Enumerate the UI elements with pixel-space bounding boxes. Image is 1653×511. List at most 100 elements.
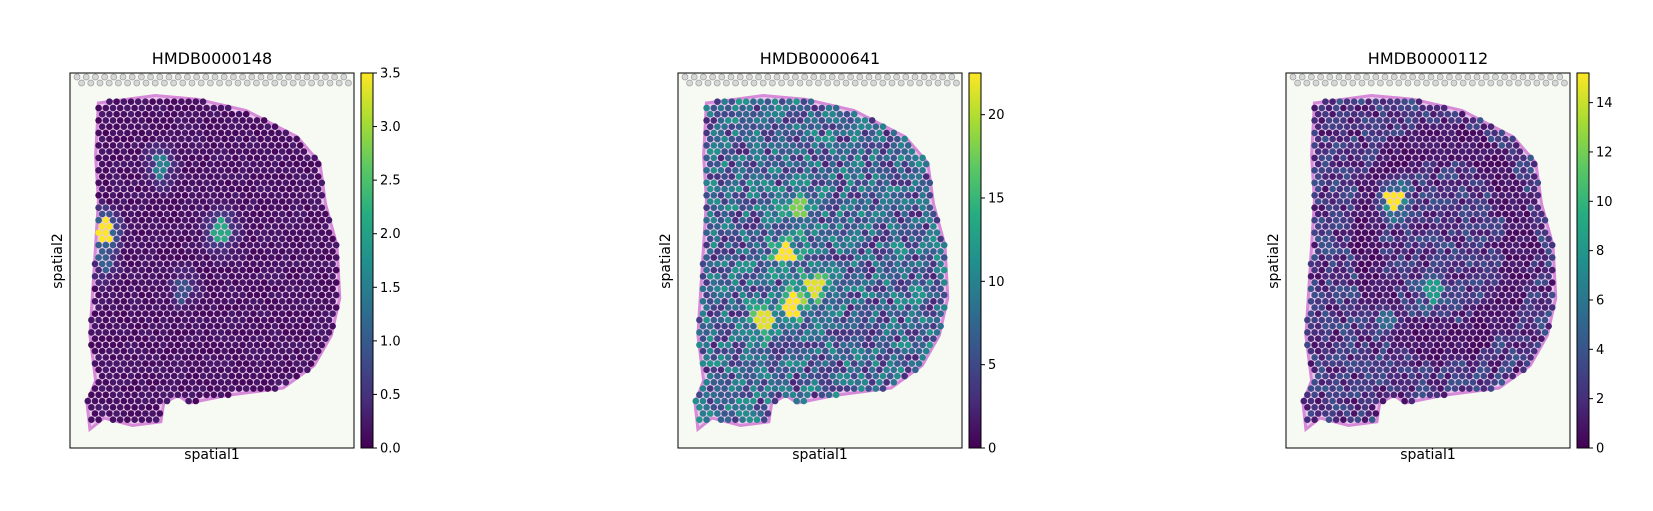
fiducial-spot <box>1455 73 1462 81</box>
spot <box>286 210 293 218</box>
fiducial-spot <box>1363 73 1370 81</box>
spot <box>250 185 257 193</box>
spot <box>904 316 912 324</box>
spot <box>246 117 254 124</box>
spot <box>221 148 228 155</box>
spot <box>1390 204 1398 211</box>
spot <box>253 192 261 199</box>
spot <box>268 354 275 361</box>
spot <box>922 260 930 268</box>
spot <box>782 379 790 386</box>
spot <box>890 266 898 274</box>
spot <box>1401 385 1408 392</box>
spot <box>912 241 919 249</box>
spot <box>1394 198 1401 205</box>
spot <box>95 304 102 311</box>
spot <box>1329 372 1336 380</box>
spot <box>98 273 106 280</box>
spot <box>1462 316 1470 324</box>
spot <box>703 329 710 336</box>
spot <box>807 148 815 155</box>
spot <box>1329 322 1336 330</box>
spot <box>710 329 718 336</box>
spot <box>1448 167 1455 174</box>
spot <box>1322 110 1329 118</box>
spot <box>786 335 793 343</box>
spot <box>163 310 171 318</box>
spot <box>167 354 174 361</box>
spot <box>796 329 804 336</box>
spot <box>1451 360 1459 367</box>
spot <box>1473 135 1480 143</box>
spot <box>188 254 196 261</box>
spot <box>170 260 178 268</box>
spot <box>1430 235 1437 243</box>
spot <box>735 160 743 168</box>
spot <box>1458 160 1466 168</box>
spot <box>696 329 703 336</box>
spot <box>1376 117 1383 124</box>
spot <box>919 329 926 336</box>
spot <box>1462 179 1470 187</box>
spot <box>717 304 725 311</box>
spot <box>1368 341 1376 349</box>
spot <box>210 266 218 274</box>
spot <box>239 254 246 261</box>
spot <box>1422 235 1430 243</box>
spot <box>760 379 768 386</box>
spot <box>746 216 754 224</box>
spot <box>1368 254 1376 261</box>
spot <box>829 260 836 268</box>
spot <box>818 129 826 137</box>
spot <box>879 148 887 155</box>
spot <box>922 160 930 168</box>
spot <box>1340 341 1347 349</box>
fiducial-spot <box>805 79 813 87</box>
spot <box>858 160 865 168</box>
spot <box>796 229 804 236</box>
spot <box>1466 385 1473 392</box>
spot <box>742 285 750 293</box>
spot <box>210 241 218 249</box>
spot <box>113 360 120 367</box>
spot <box>214 123 221 130</box>
spot <box>1350 198 1358 205</box>
spot <box>1350 98 1358 105</box>
spot <box>1462 304 1470 311</box>
fiducial-spot <box>243 79 251 87</box>
spot <box>304 204 311 211</box>
spot <box>196 341 203 349</box>
spot <box>145 129 153 137</box>
spot <box>1440 216 1448 224</box>
spot <box>1350 235 1358 243</box>
fiducial-spot <box>170 79 177 87</box>
spot <box>167 142 174 149</box>
spot <box>217 104 225 112</box>
spot <box>160 192 167 199</box>
spot <box>768 354 775 361</box>
spot <box>1430 248 1437 255</box>
spot <box>710 241 718 249</box>
spot <box>901 210 908 218</box>
spot <box>109 167 117 174</box>
spot <box>1433 154 1441 162</box>
spot <box>1502 372 1509 380</box>
spot <box>1350 298 1358 305</box>
spot <box>814 198 822 205</box>
spot <box>1386 198 1394 205</box>
spot <box>912 329 919 336</box>
spot <box>95 404 102 411</box>
fiducial-spot <box>1469 79 1476 87</box>
spot <box>1401 110 1408 118</box>
spot <box>739 279 746 286</box>
spot <box>296 329 304 336</box>
spot <box>152 129 160 137</box>
spot <box>296 291 304 299</box>
spot <box>843 385 851 392</box>
spot <box>1314 298 1322 305</box>
spot <box>789 254 797 261</box>
spot <box>858 273 865 280</box>
spot <box>753 167 761 174</box>
spot <box>1437 123 1444 130</box>
spot <box>91 285 99 293</box>
